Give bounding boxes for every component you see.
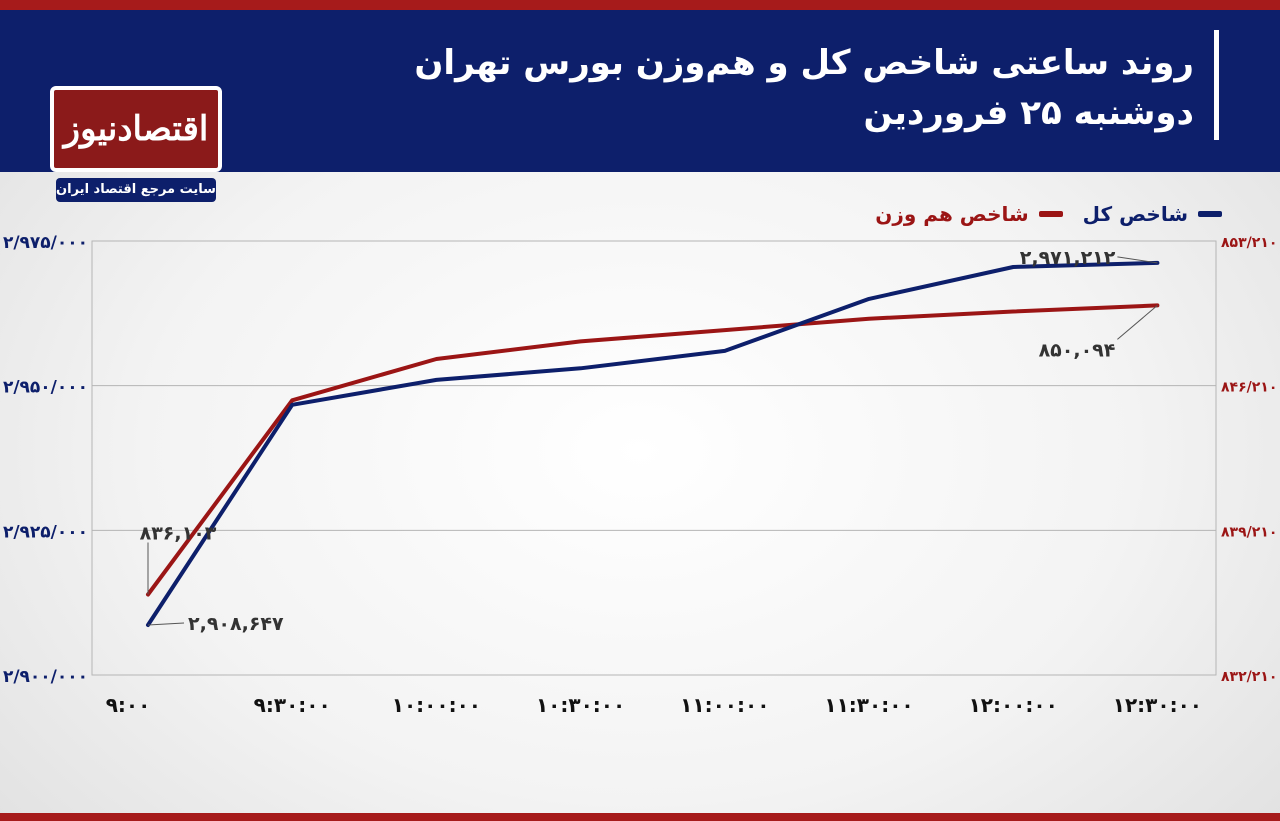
x-axis-tick-label: ۱۱:۰۰:۰۰ — [680, 693, 769, 717]
title-line-2: دوشنبه ۲۵ فروردین — [863, 93, 1194, 133]
right-axis-tick-label: ۸۵۳/۲۱۰ — [1221, 235, 1277, 251]
grid-layer — [91, 240, 1217, 676]
x-axis-tick-label: ۱۲:۳۰:۰۰ — [1113, 693, 1202, 717]
plot-frame — [91, 240, 1217, 676]
legend-item-total: شاخص کل — [1083, 202, 1222, 226]
data-label: ۸۳۶,۱۰۳ — [140, 523, 217, 545]
left-axis-tick-label: ۲/۹۷۵/۰۰۰ — [3, 233, 88, 253]
right-axis-tick-label: ۸۴۶/۲۱۰ — [1221, 380, 1277, 396]
x-axis-tick-label: ۱۱:۳۰:۰۰ — [824, 693, 913, 717]
x-axis-tick-label: ۹:۰۰ — [106, 693, 151, 717]
data-label: ۲,۹۷۱,۲۱۲ — [1020, 247, 1116, 269]
annotation-leader — [147, 622, 185, 626]
x-axis-tick-label: ۱۰:۳۰:۰۰ — [536, 693, 625, 717]
right-axis-tick-label: ۸۳۹/۲۱۰ — [1221, 524, 1277, 540]
brand-logo-text: اقتصادنیوز — [63, 109, 209, 149]
right-axis-tick-label: ۸۳۲/۲۱۰ — [1221, 669, 1277, 685]
series-layer — [146, 260, 1160, 627]
legend-label-equal: شاخص هم وزن — [875, 202, 1029, 226]
title-line-1: روند ساعتی شاخص کل و هم‌وزن بورس تهران — [414, 43, 1194, 83]
left-axis-tick-label: ۲/۹۰۰/۰۰۰ — [3, 667, 88, 687]
x-axis-tick-label: ۱۲:۰۰:۰۰ — [969, 693, 1058, 717]
series-line-total — [146, 260, 1160, 627]
brand-logo: اقتصادنیوز — [50, 86, 222, 172]
page-title: روند ساعتی شاخص کل و هم‌وزن بورس تهران د… — [414, 38, 1194, 138]
brand-tagline: سایت مرجع اقتصاد ایران — [56, 178, 216, 202]
annotation-leader — [1117, 256, 1158, 264]
x-axis-tick-label: ۹:۳۰:۰۰ — [254, 693, 331, 717]
annotation-leader — [1117, 305, 1158, 340]
data-label: ۲,۹۰۸,۶۴۷ — [188, 613, 284, 635]
legend-label-total: شاخص کل — [1082, 202, 1188, 226]
x-axis-tick-label: ۱۰:۰۰:۰۰ — [392, 693, 481, 717]
series-line-equal — [146, 303, 1160, 597]
data-label: ۸۵۰,۰۹۴ — [1039, 339, 1116, 361]
annotation-layer: ۲,۹۰۸,۶۴۷ ۲,۹۷۱,۲۱۲ ۸۳۶,۱۰۳ ۸۵۰,۰۹۴ — [140, 247, 1158, 635]
axis-layer: ۲/۹۰۰/۰۰۰ ۲/۹۲۵/۰۰۰ ۲/۹۵۰/۰۰۰ ۲/۹۷۵/۰۰۰ ۸۳۲/… — [3, 233, 1277, 717]
title-divider — [1214, 30, 1219, 140]
legend-item-equal: شاخص هم وزن — [875, 202, 1063, 226]
chart-legend: شاخص کل شاخص هم وزن — [875, 198, 1222, 230]
legend-swatch-equal — [1038, 211, 1063, 217]
legend-swatch-total — [1198, 211, 1222, 217]
left-axis-tick-label: ۲/۹۲۵/۰۰۰ — [3, 522, 88, 542]
left-axis-tick-label: ۲/۹۵۰/۰۰۰ — [3, 378, 88, 398]
bottom-accent-strip — [0, 813, 1280, 821]
top-accent-strip — [0, 0, 1280, 10]
